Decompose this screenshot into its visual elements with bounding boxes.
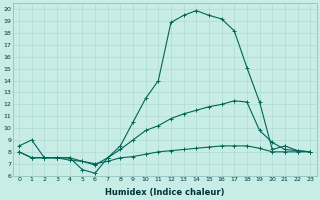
X-axis label: Humidex (Indice chaleur): Humidex (Indice chaleur)	[105, 188, 224, 197]
